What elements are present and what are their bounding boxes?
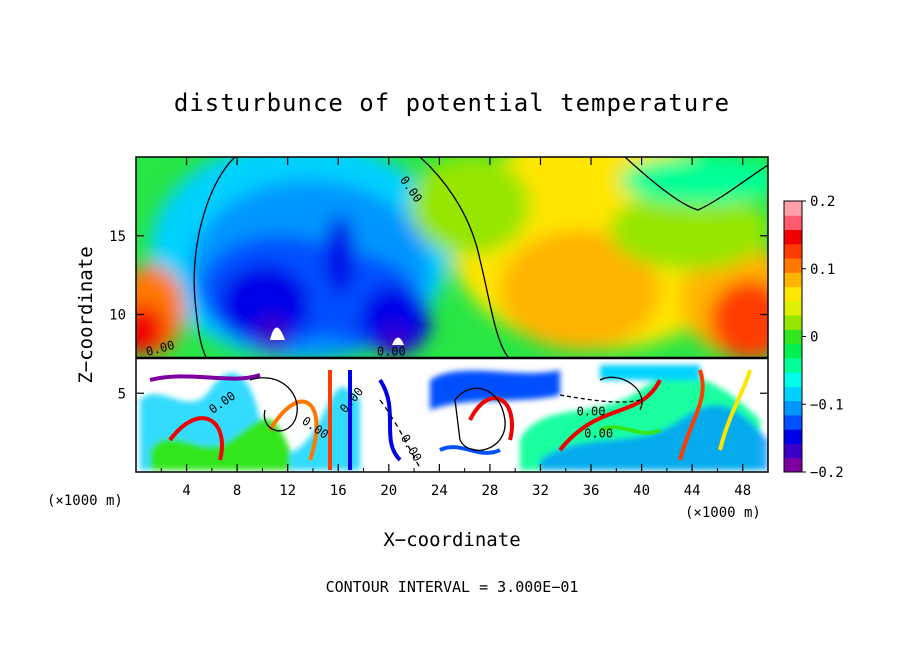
colorbar-swatch	[784, 429, 802, 444]
colorbar-swatch	[784, 258, 802, 273]
colorbar-swatch	[784, 300, 802, 316]
x-axis-title: X−coordinate	[383, 529, 520, 551]
colorbar-swatch	[784, 400, 802, 416]
colorbar-swatch	[784, 357, 802, 373]
x-tick-label: 12	[279, 483, 296, 499]
colorbar-tick-label: 0.1	[810, 262, 835, 278]
colorbar-swatch	[784, 443, 802, 459]
x-tick-label: 28	[481, 483, 498, 499]
x-tick-label: 40	[633, 483, 650, 499]
x-tick-label: 44	[684, 483, 701, 499]
colorbar-swatch	[784, 315, 802, 330]
contour-interval-note: CONTOUR INTERVAL = 3.000E−01	[326, 578, 579, 596]
y-tick-label: 10	[109, 308, 126, 324]
colorbar-tick-label: −0.1	[810, 397, 844, 413]
y-axis-title: Z−coordinate	[75, 246, 97, 383]
heatmap-field: 0.000.00 0.000.000.000.000.000.000.00	[136, 157, 768, 472]
colorbar-swatch	[784, 286, 802, 302]
contour-lines	[136, 157, 768, 469]
colorbar: 0.2 0.1 0 −0.1 −0.2	[783, 194, 844, 481]
colorbar-swatch	[784, 272, 802, 288]
y-tick-label: 5	[118, 386, 126, 402]
colorbar-swatch	[784, 372, 802, 387]
x-axis: 4 8 12 16 20 24 28 32 36 40 44 48	[160, 157, 751, 499]
x-tick-label: 16	[330, 483, 347, 499]
x-tick-label: 4	[182, 483, 190, 499]
colorbar-tick-label: 0.2	[810, 194, 835, 210]
colorbar-swatch	[784, 229, 802, 245]
x-tick-label: 20	[380, 483, 397, 499]
chart-title: disturbunce of potential temperature	[174, 89, 730, 117]
y-tick-label: 15	[109, 229, 126, 245]
colorbar-swatch	[784, 329, 802, 345]
x-tick-label: 24	[431, 483, 448, 499]
x-tick-label: 8	[233, 483, 241, 499]
colorbar-tick-label: 0	[810, 330, 818, 346]
contour-label: 0.00	[377, 344, 406, 358]
colorbar-swatch	[784, 243, 802, 259]
x-tick-label: 36	[583, 483, 600, 499]
colorbar-swatch	[784, 343, 802, 359]
lower-field	[136, 357, 768, 472]
contour-label: 0.00	[577, 404, 606, 418]
colorbar-swatch	[784, 457, 802, 473]
contour-label: 0.00	[584, 426, 613, 440]
colorbar-swatch	[784, 201, 802, 216]
colorbar-swatch	[784, 215, 802, 231]
colorbar-swatch	[784, 414, 802, 430]
y-axis: 5 10 15	[109, 229, 768, 402]
x-unit-label-left: (×1000 m)	[47, 493, 123, 509]
colorbar-tick-label: −0.2	[810, 465, 844, 481]
x-tick-label: 32	[532, 483, 549, 499]
x-tick-label: 48	[734, 483, 751, 499]
upper-field	[136, 157, 768, 360]
colorbar-swatch	[784, 386, 802, 402]
x-unit-label-right: (×1000 m)	[685, 505, 761, 521]
